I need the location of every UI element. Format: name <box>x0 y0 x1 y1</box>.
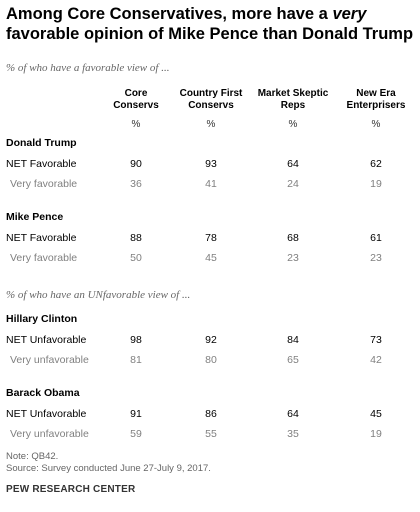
row-label: NET Unfavorable <box>6 408 87 420</box>
unit-label: % <box>206 119 216 130</box>
value-cell: 41 <box>205 178 217 190</box>
value-cell: 92 <box>205 334 217 346</box>
row-label: NET Unfavorable <box>6 334 87 346</box>
unit-label: % <box>131 119 141 130</box>
value-cell: 35 <box>287 428 299 440</box>
value-cell: 23 <box>287 252 299 264</box>
value-cell: 84 <box>287 334 299 346</box>
value-cell: 88 <box>130 232 142 244</box>
value-cell: 36 <box>130 178 142 190</box>
column-header-line: Enterprisers <box>346 99 406 111</box>
column-header-line: Conservs <box>113 99 159 111</box>
column-header-line: New Era <box>356 88 396 99</box>
value-cell: 19 <box>370 428 382 440</box>
value-cell: 59 <box>130 428 142 440</box>
column-header: Country First Conservs <box>161 88 261 111</box>
value-cell: 19 <box>370 178 382 190</box>
column-header-line: Country First <box>179 88 243 99</box>
value-cell: 42 <box>370 354 382 366</box>
column-header: Market Skeptic Reps <box>243 88 343 111</box>
row-label: Very favorable <box>10 178 78 190</box>
person-heading: Mike Pence <box>6 211 64 223</box>
value-cell: 64 <box>287 158 299 170</box>
value-cell: 93 <box>205 158 217 170</box>
value-cell: 86 <box>205 408 217 420</box>
value-cell: 62 <box>370 158 382 170</box>
chart-title: Among Core Conservatives, more have a ve… <box>6 5 414 43</box>
column-header-line: Reps <box>280 99 306 111</box>
note: Note: QB42. <box>6 451 59 462</box>
value-cell: 24 <box>287 178 299 190</box>
value-cell: 45 <box>205 252 217 264</box>
value-cell: 61 <box>370 232 382 244</box>
value-cell: 65 <box>287 354 299 366</box>
column-header-line: Core <box>124 88 148 99</box>
row-label: Very unfavorable <box>10 354 89 366</box>
value-cell: 81 <box>130 354 142 366</box>
value-cell: 23 <box>370 252 382 264</box>
value-cell: 73 <box>370 334 382 346</box>
person-heading: Hillary Clinton <box>6 313 78 325</box>
unit-label: % <box>371 119 381 130</box>
value-cell: 45 <box>370 408 382 420</box>
column-header: New Era Enterprisers <box>326 88 420 111</box>
person-heading: Barack Obama <box>6 387 80 399</box>
value-cell: 91 <box>130 408 142 420</box>
column-header-line: Market Skeptic <box>257 88 329 99</box>
source: Source: Survey conducted June 27-July 9,… <box>6 463 211 474</box>
value-cell: 50 <box>130 252 142 264</box>
subtitle-unfavorable: % of who have an UNfavorable view of ... <box>6 289 191 301</box>
value-cell: 98 <box>130 334 142 346</box>
value-cell: 55 <box>205 428 217 440</box>
subtitle-favorable: % of who have a favorable view of ... <box>6 62 170 74</box>
org-name: PEW RESEARCH CENTER <box>6 484 136 495</box>
unit-label: % <box>288 119 298 130</box>
person-heading: Donald Trump <box>6 137 77 149</box>
column-header: Core Conservs <box>86 88 186 111</box>
value-cell: 80 <box>205 354 217 366</box>
value-cell: 78 <box>205 232 217 244</box>
row-label: NET Favorable <box>6 232 77 244</box>
value-cell: 68 <box>287 232 299 244</box>
column-header-line: Conservs <box>188 99 234 111</box>
value-cell: 64 <box>287 408 299 420</box>
row-label: NET Favorable <box>6 158 77 170</box>
row-label: Very unfavorable <box>10 428 89 440</box>
value-cell: 90 <box>130 158 142 170</box>
row-label: Very favorable <box>10 252 78 264</box>
